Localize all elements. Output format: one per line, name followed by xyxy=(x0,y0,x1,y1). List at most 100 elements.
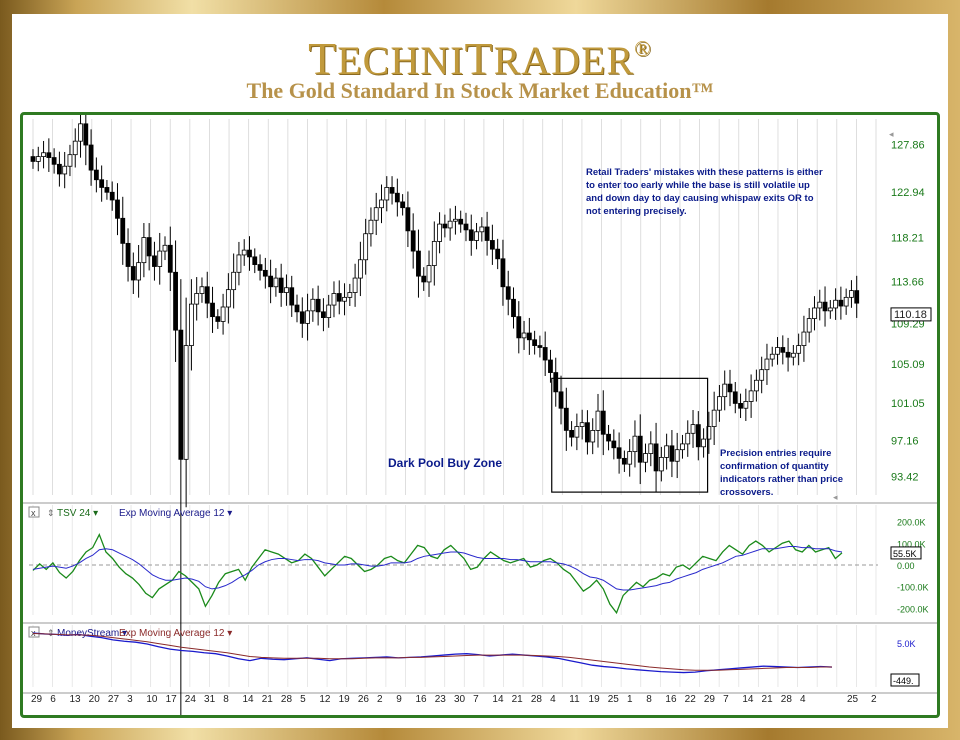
ms-series-title[interactable]: MoneyStream ▾ xyxy=(57,628,127,639)
date-tick-label: 26 xyxy=(358,694,370,705)
close-panel-button[interactable] xyxy=(28,506,40,518)
candle-body xyxy=(336,293,342,302)
date-tick-label: 2 xyxy=(377,694,383,705)
price-axis-label: 97.16 xyxy=(891,435,919,447)
candle-body xyxy=(743,401,749,409)
candle-body xyxy=(299,311,305,324)
candle-body xyxy=(146,237,152,257)
candle-body xyxy=(732,391,738,404)
candle-body xyxy=(474,231,479,241)
candle-body xyxy=(331,293,337,306)
date-tick-label: 25 xyxy=(608,694,620,705)
candle-body xyxy=(447,220,453,229)
candle-body xyxy=(41,152,46,158)
top-note-line: and down day to day causing whispaw exit… xyxy=(586,193,814,204)
candle-body xyxy=(812,307,817,319)
ms-ma-title[interactable]: Exp Moving Average 12 ▾ xyxy=(119,628,232,639)
candle-body xyxy=(600,410,606,435)
candle-body xyxy=(785,351,791,358)
date-tick-label: 1 xyxy=(627,694,633,705)
date-tick-label: 19 xyxy=(339,694,351,705)
candle-body xyxy=(437,223,442,242)
candle-body xyxy=(262,269,268,277)
tsv-axis-label: 100.0K xyxy=(897,539,926,549)
candle-body xyxy=(706,426,712,440)
candle-body xyxy=(796,345,802,354)
candle-body xyxy=(764,358,770,371)
candle-body xyxy=(379,199,384,209)
date-tick-label: 14 xyxy=(242,694,254,705)
candle-body xyxy=(680,443,685,451)
candle-body xyxy=(83,123,89,146)
date-tick-label: 3 xyxy=(127,694,133,705)
candle-body xyxy=(257,264,263,271)
candle-body xyxy=(738,403,743,409)
candle-body xyxy=(220,306,226,322)
candle-body xyxy=(278,277,284,293)
candle-body xyxy=(210,302,215,318)
tsv-last-label: 55.5K xyxy=(893,549,917,559)
candle-body xyxy=(194,293,200,305)
date-tick-label: 10 xyxy=(146,694,158,705)
candle-body xyxy=(46,152,52,158)
candle-body xyxy=(442,223,448,229)
candle-body xyxy=(717,396,722,411)
top-note-line: Retail Traders' mistakes with these patt… xyxy=(586,167,823,178)
tsv-ma-title[interactable]: Exp Moving Average 12 ▾ xyxy=(119,508,232,519)
candle-body xyxy=(822,301,828,312)
date-tick-label: 22 xyxy=(685,694,697,705)
candle-body xyxy=(115,199,120,219)
candle-body xyxy=(400,201,406,209)
close-panel-button[interactable] xyxy=(28,626,40,638)
candle-body xyxy=(289,287,295,306)
price-axis-label: 101.05 xyxy=(891,398,925,410)
date-tick-label: 29 xyxy=(31,694,43,705)
date-tick-label: 8 xyxy=(646,694,652,705)
candle-body xyxy=(553,372,559,393)
candle-body xyxy=(843,296,849,307)
tsv-ma-line xyxy=(32,546,843,591)
date-tick-label: 9 xyxy=(396,694,402,705)
candle-body xyxy=(854,290,860,304)
date-tick-label: 17 xyxy=(166,694,178,705)
candle-body xyxy=(236,254,242,273)
candle-body xyxy=(99,179,105,188)
price-axis-label: 122.94 xyxy=(891,187,925,199)
candle-body xyxy=(690,424,696,434)
date-tick-label: 23 xyxy=(435,694,447,705)
candle-body xyxy=(505,286,511,300)
candle-body xyxy=(685,432,691,445)
price-axis-label: 113.66 xyxy=(891,276,924,288)
date-tick-label: 12 xyxy=(319,694,331,705)
candle-body xyxy=(748,390,754,402)
drag-handle-icon[interactable]: ⇕ xyxy=(47,508,55,518)
candle-body xyxy=(141,237,147,264)
drag-handle-icon[interactable]: ⇕ xyxy=(47,628,55,638)
candle-body xyxy=(178,329,184,460)
top-note-line: not entering precisely. xyxy=(586,206,687,217)
candle-body xyxy=(838,299,844,307)
candle-body xyxy=(57,163,62,175)
date-tick-label: 4 xyxy=(800,694,806,705)
scroll-arrow-icon[interactable]: ◂ xyxy=(833,492,838,502)
candle-body xyxy=(294,304,300,313)
candle-body xyxy=(780,347,786,353)
candle-body xyxy=(199,286,205,294)
scroll-arrow-icon[interactable]: ◂ xyxy=(889,129,894,139)
date-tick-label: 21 xyxy=(512,694,524,705)
tsv-series-title[interactable]: TSV 24 ▾ xyxy=(57,508,98,519)
candle-body xyxy=(241,249,247,256)
candle-body xyxy=(532,339,538,346)
candle-body xyxy=(109,191,115,201)
ms-last-label: -449. xyxy=(893,676,914,686)
candle-body xyxy=(489,240,495,250)
candle-body xyxy=(410,230,416,252)
dark-pool-box xyxy=(551,377,709,493)
date-tick-label: 16 xyxy=(665,694,677,705)
candle-body xyxy=(526,332,532,341)
date-tick-label: 2 xyxy=(871,694,877,705)
close-icon[interactable]: x xyxy=(31,508,36,518)
candle-body xyxy=(669,445,675,462)
candle-body xyxy=(453,218,458,222)
candle-body xyxy=(162,244,168,252)
